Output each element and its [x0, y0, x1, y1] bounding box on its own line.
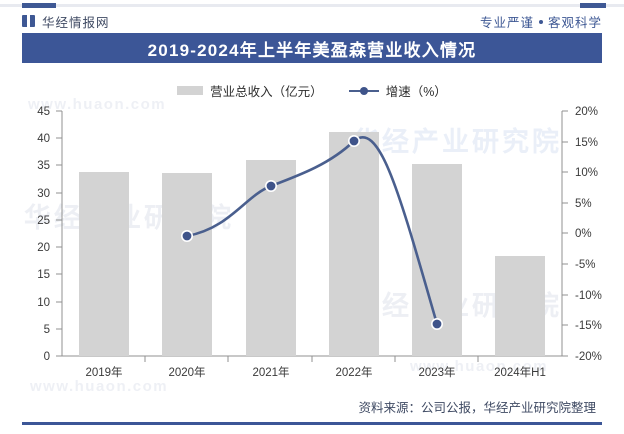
- y2tick-n20: -20%: [575, 351, 602, 363]
- ytick-5: 5: [44, 324, 50, 336]
- right-axis-labels: 20% 15% 10% 5% 0% -5% -10% -15% -20%: [575, 106, 602, 363]
- brand: 华经情报网: [22, 12, 110, 31]
- legend-item-revenue[interactable]: 营业总收入（亿元）: [177, 81, 323, 100]
- x-axis-labels: 2019年 2020年 2021年 2022年 2023年 2024年H1: [85, 365, 545, 379]
- left-axis-ticks: [56, 110, 62, 357]
- xtick-2022: 2022年: [335, 365, 372, 379]
- source-note: 资料来源：公司公报，华经产业研究院整理: [358, 400, 596, 415]
- top-divider: [0, 4, 624, 7]
- xtick-2020: 2020年: [168, 365, 205, 379]
- legend-item-growth[interactable]: 增速（%）: [348, 81, 447, 100]
- legend-label-revenue: 营业总收入（亿元）: [210, 85, 323, 99]
- book-mark-icon: [22, 15, 35, 27]
- top-divider-accent-left: [22, 3, 56, 8]
- y2tick-n10: -10%: [575, 290, 602, 302]
- ytick-15: 15: [37, 269, 50, 281]
- tagline-left: 专业严谨: [479, 15, 534, 30]
- tagline: 专业严谨 客观科学: [480, 12, 602, 31]
- y2tick-n15: -15%: [575, 320, 602, 332]
- y2tick-0: 0%: [575, 228, 592, 240]
- ytick-40: 40: [37, 133, 50, 145]
- xtick-2023: 2023年: [418, 365, 455, 379]
- growth-line: [185, 136, 439, 326]
- growth-point-2022[interactable]: [347, 135, 360, 148]
- page-title: 2019-2024年上半年美盈森营业收入情况: [147, 40, 477, 60]
- growth-line-series: [181, 135, 443, 331]
- xtick-2024h1: 2024年H1: [494, 365, 546, 379]
- bar-2021[interactable]: [246, 160, 296, 356]
- ytick-45: 45: [37, 106, 50, 118]
- brand-name: 华经情报网: [42, 15, 110, 30]
- top-divider-accent-right: [580, 3, 606, 8]
- left-axis-labels: 45 40 35 30 25 20 15 10 5 0: [37, 106, 50, 363]
- page-header: 华经情报网 专业严谨 客观科学: [0, 10, 624, 32]
- source-bar: 资料来源：公司公报，华经产业研究院整理: [0, 393, 624, 419]
- legend-bar-swatch-icon: [177, 86, 204, 95]
- growth-point-2020[interactable]: [181, 230, 194, 243]
- title-band: 2019-2024年上半年美盈森营业收入情况: [22, 33, 602, 63]
- ytick-25: 25: [37, 215, 50, 227]
- ytick-35: 35: [37, 160, 50, 172]
- y2tick-20: 20%: [575, 106, 598, 118]
- bottom-divider: [22, 422, 602, 425]
- y2tick-5: 5%: [575, 198, 592, 210]
- tagline-right: 客观科学: [547, 15, 602, 30]
- ytick-10: 10: [37, 297, 50, 309]
- x-axis-ticks: [144, 356, 479, 362]
- bar-series: [79, 132, 545, 356]
- y2tick-15: 15%: [575, 137, 598, 149]
- plot-area: 45 40 35 30 25 20 15 10 5 0: [0, 63, 624, 393]
- growth-point-2023[interactable]: [430, 318, 443, 331]
- bar-2024h1[interactable]: [495, 256, 545, 356]
- chart-legend: 营业总收入（亿元） 增速（%）: [0, 81, 624, 100]
- y2tick-10: 10%: [575, 167, 598, 179]
- xtick-2019: 2019年: [85, 365, 122, 379]
- y2tick-n5: -5%: [575, 259, 595, 271]
- xtick-2021: 2021年: [252, 365, 289, 379]
- ytick-30: 30: [37, 188, 50, 200]
- bullet-dot-icon: [538, 20, 543, 25]
- legend-label-growth: 增速（%）: [385, 85, 447, 99]
- bar-2019[interactable]: [79, 172, 129, 356]
- legend-line-swatch-icon: [348, 86, 379, 96]
- plot-svg: 45 40 35 30 25 20 15 10 5 0: [37, 106, 602, 379]
- right-axis-ticks: [562, 110, 568, 357]
- bar-2022[interactable]: [329, 132, 379, 356]
- chart: 营业总收入（亿元） 增速（%）: [0, 63, 624, 393]
- ytick-20: 20: [37, 242, 50, 254]
- ytick-0: 0: [44, 351, 50, 363]
- bar-2020[interactable]: [162, 173, 212, 356]
- growth-point-2021[interactable]: [264, 180, 277, 193]
